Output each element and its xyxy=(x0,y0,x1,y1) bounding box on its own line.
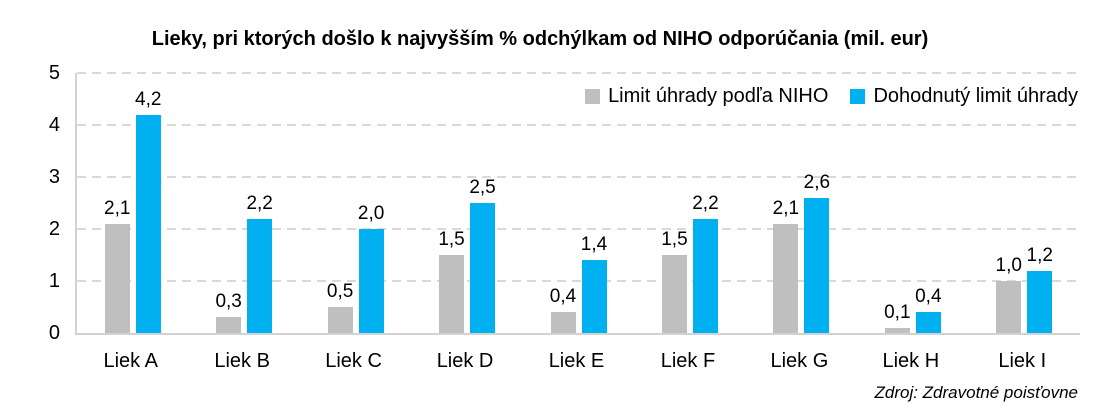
bar-limit-niho xyxy=(216,317,242,333)
bar-dohodnuty-limit xyxy=(581,260,607,333)
bar-dohodnuty-limit xyxy=(692,218,718,333)
category-label: Liek H xyxy=(882,350,940,372)
category-label: Liek A xyxy=(103,350,158,372)
category-label: Liek B xyxy=(214,350,270,372)
bar-dohodnuty-limit xyxy=(358,229,384,333)
value-label: 4,2 xyxy=(135,88,162,110)
bar-limit-niho xyxy=(327,307,353,333)
category-label: Liek D xyxy=(436,350,494,372)
bar-limit-niho xyxy=(104,223,130,333)
bar-limit-niho xyxy=(884,327,910,333)
y-axis-tick-label: 3 xyxy=(48,166,60,188)
bar-limit-niho xyxy=(996,281,1022,333)
bar-limit-niho xyxy=(773,223,799,333)
gridline xyxy=(77,228,1080,230)
bar-dohodnuty-limit xyxy=(135,114,161,333)
bar-dohodnuty-limit xyxy=(247,218,273,333)
y-axis-tick-label: 4 xyxy=(48,114,60,136)
value-label: 1,4 xyxy=(580,234,608,256)
value-label: 2,0 xyxy=(357,203,385,224)
value-label: 1,2 xyxy=(1026,244,1053,266)
source-note: Zdroj: Zdravotné poisťovne xyxy=(874,383,1078,402)
category-label: Liek F xyxy=(660,350,716,372)
category-label: Liek C xyxy=(325,350,382,372)
bar-dohodnuty-limit xyxy=(804,197,830,333)
value-label: 1,0 xyxy=(995,255,1022,276)
category-label: Liek G xyxy=(770,350,829,372)
value-label: 2,2 xyxy=(692,192,719,214)
category-label: Liek I xyxy=(998,350,1047,372)
plot-area: 2,1 4,2 0,3 2,2 0,5 2,0 1,5 2,5 0,4 1,4 1,5 2,2 2,1 2… xyxy=(75,72,1080,335)
chart-title: Lieky, pri ktorých došlo k najvyšším % o… xyxy=(151,28,929,50)
gridline xyxy=(77,72,1080,74)
category-label: Liek E xyxy=(548,350,605,372)
bar-dohodnuty-limit xyxy=(915,312,941,333)
gridline xyxy=(77,280,1080,282)
legend: Limit úhrady podľa NIHO Dohodnutý limit … xyxy=(585,85,1078,108)
value-label: 0,1 xyxy=(884,301,911,323)
value-label: 2,5 xyxy=(469,177,496,198)
y-axis-tick-label: 0 xyxy=(48,322,60,344)
legend-swatch-limit-niho xyxy=(585,89,601,104)
value-label: 2,2 xyxy=(246,192,273,214)
value-label: 0,5 xyxy=(326,281,354,302)
value-label: 0,4 xyxy=(915,286,942,308)
bar-limit-niho xyxy=(661,255,687,333)
legend-item-dohodnuty-limit: Dohodnutý limit úhrady xyxy=(850,85,1078,108)
y-axis-tick-label: 2 xyxy=(48,218,60,240)
value-label: 1,5 xyxy=(661,229,688,250)
legend-label-dohodnuty-limit: Dohodnutý limit úhrady xyxy=(873,85,1078,107)
value-label: 2,6 xyxy=(803,171,831,193)
value-label: 2,1 xyxy=(772,197,800,219)
value-label: 0,4 xyxy=(549,286,577,308)
bar-limit-niho xyxy=(439,255,465,333)
gridline xyxy=(77,124,1080,126)
y-axis-tick-label: 5 xyxy=(48,62,60,84)
bar-limit-niho xyxy=(550,312,576,333)
value-label: 0,3 xyxy=(215,291,242,313)
legend-swatch-dohodnuty-limit xyxy=(850,89,866,104)
value-label: 1,5 xyxy=(438,229,465,250)
y-axis-tick-label: 1 xyxy=(48,270,60,292)
value-label: 2,1 xyxy=(104,197,131,219)
legend-item-limit-niho: Limit úhrady podľa NIHO xyxy=(585,85,828,108)
legend-label-limit-niho: Limit úhrady podľa NIHO xyxy=(608,85,829,107)
bar-dohodnuty-limit xyxy=(1027,270,1053,333)
bar-dohodnuty-limit xyxy=(470,203,496,333)
gridline xyxy=(77,176,1080,178)
